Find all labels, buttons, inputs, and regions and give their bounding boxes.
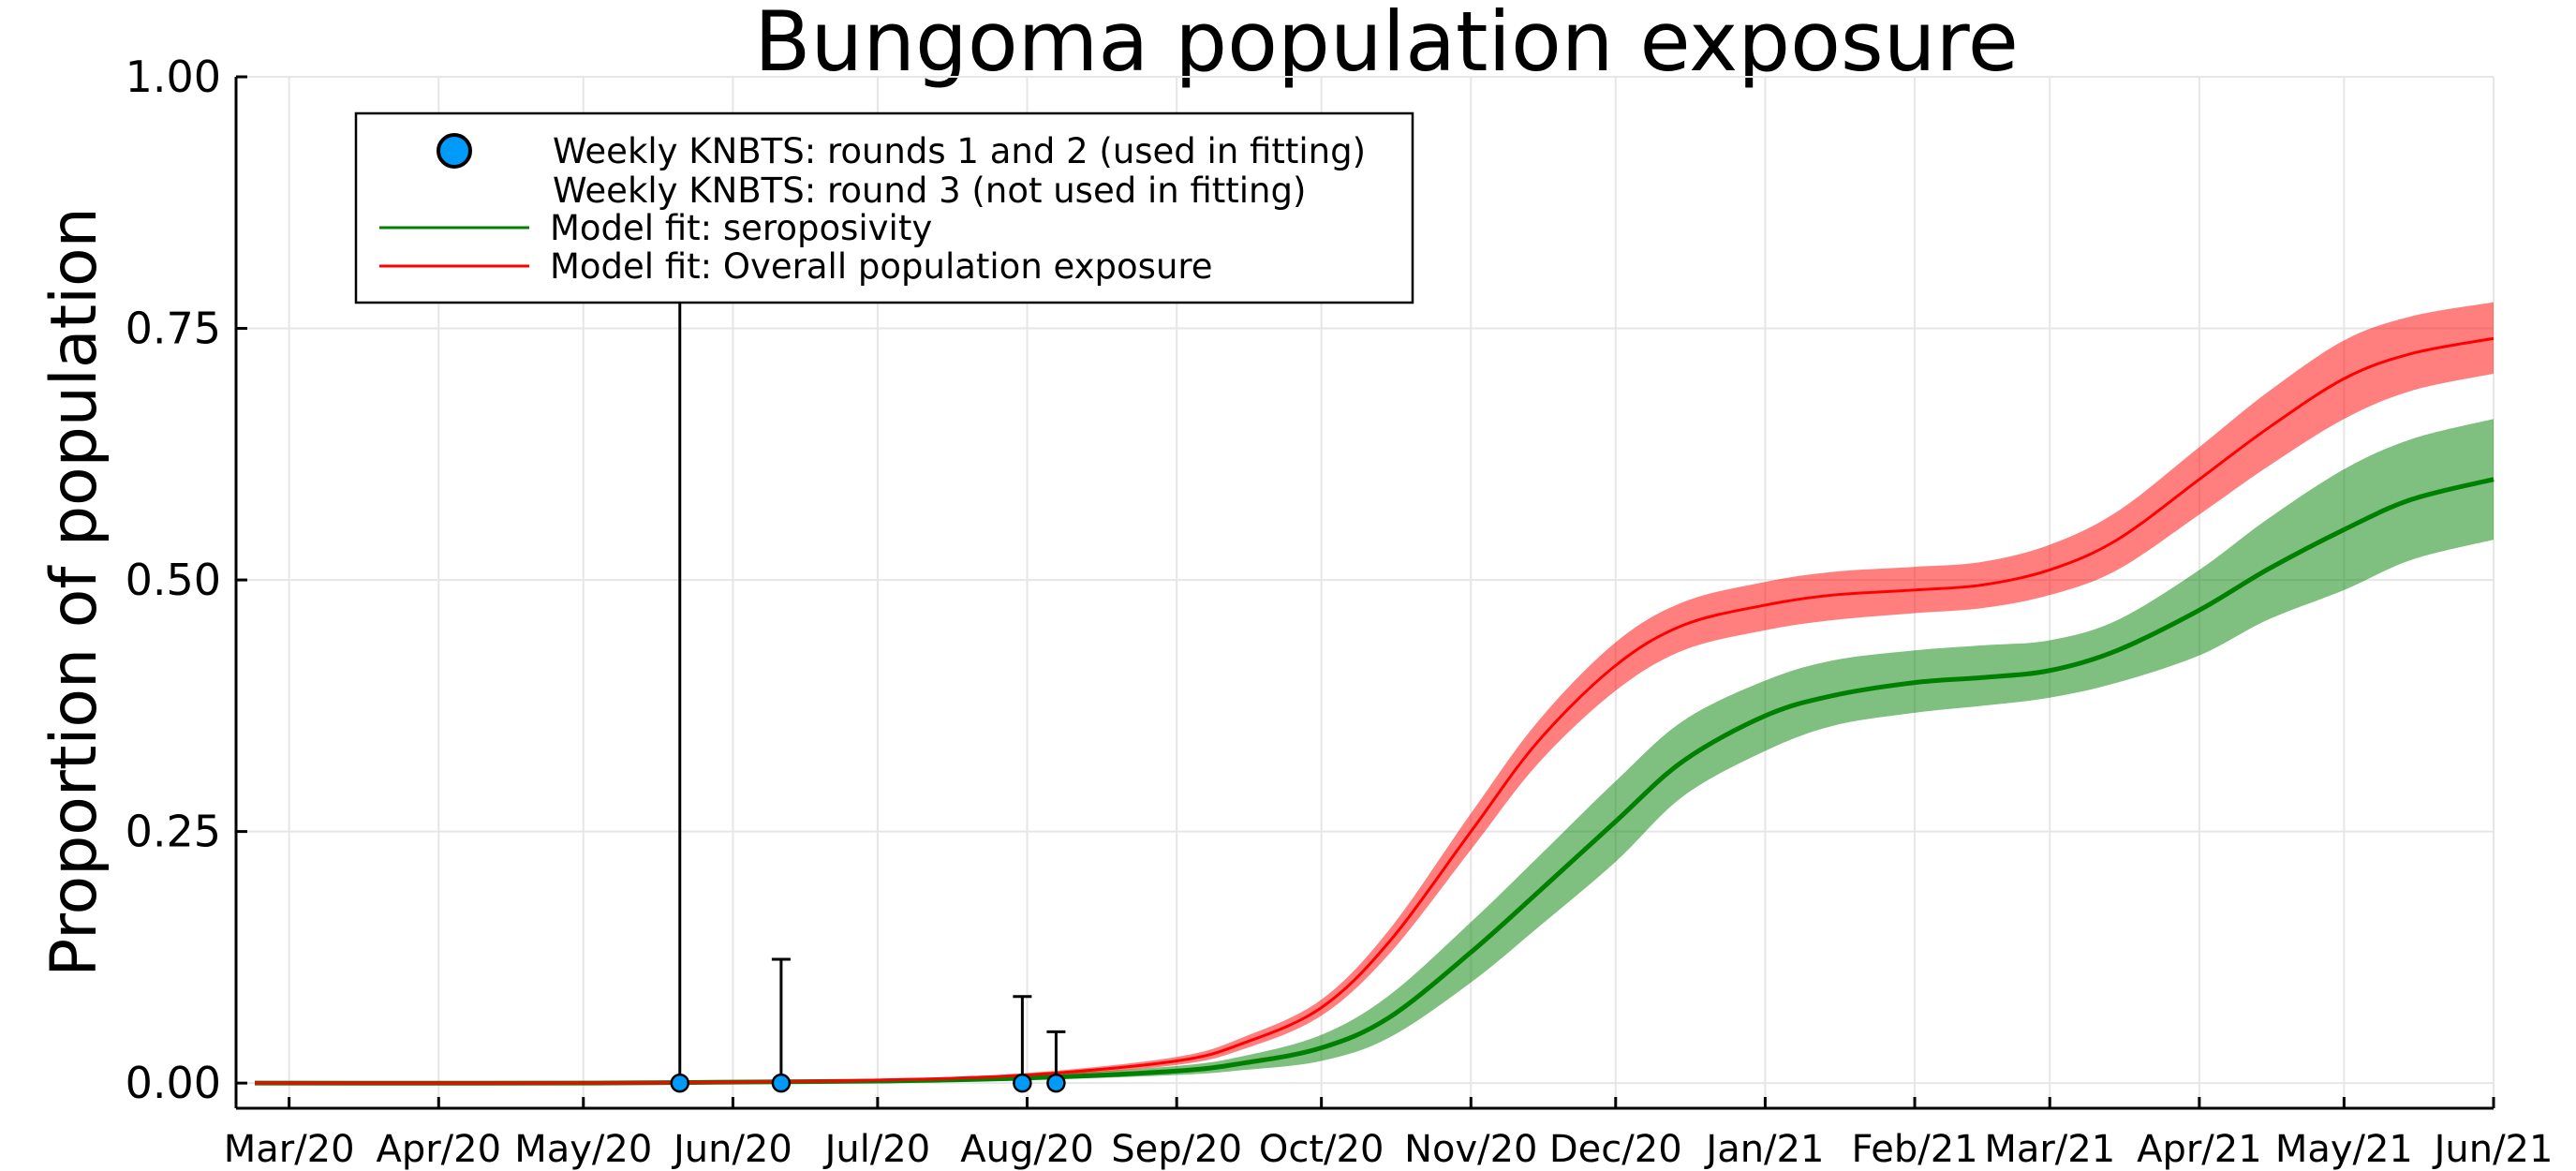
series-band <box>255 302 2494 1084</box>
x-tick-label: Aug/20 <box>960 1128 1093 1171</box>
legend-label: Weekly KNBTS: round 3 (not used in fitti… <box>553 170 1306 211</box>
legend-box <box>354 111 1414 304</box>
legend-label: Weekly KNBTS: rounds 1 and 2 (used in fi… <box>553 131 1366 171</box>
x-tick-label: Jun/20 <box>671 1128 792 1171</box>
x-tick-label: May/20 <box>514 1128 652 1171</box>
data-point <box>771 1073 792 1093</box>
series-line <box>254 336 2495 1085</box>
series-line <box>254 477 2495 1086</box>
y-tick-label: 0.00 <box>126 1058 221 1108</box>
y-tick-label: 0.25 <box>126 807 221 857</box>
legend-label: Model fit: seroposivity <box>550 208 932 248</box>
axes: Mar/20 Apr/20 May/20 Jun/20 Jul/20 Aug/20 Sep/… <box>126 52 2554 1171</box>
data-point <box>1013 1073 1032 1093</box>
x-tick-label: Apr/21 <box>2137 1128 2262 1171</box>
model-lines <box>254 336 2495 1086</box>
y-tick-label: 0.75 <box>126 304 221 354</box>
y-tick-label: 0.50 <box>126 555 221 605</box>
x-tick-label: Mar/20 <box>224 1128 355 1171</box>
data-point <box>670 1073 690 1093</box>
x-tick-label: Apr/20 <box>376 1128 501 1171</box>
data-point <box>1046 1073 1066 1093</box>
x-tick-label: Jan/21 <box>1703 1128 1824 1171</box>
x-tick-label: Jun/21 <box>2432 1128 2554 1171</box>
chart-title: Bungoma population exposure <box>754 0 2019 90</box>
y-tick-label: 1.00 <box>126 52 221 102</box>
legend-label: Model fit: Overall population exposure <box>550 246 1213 287</box>
confidence-bands <box>255 302 2494 1084</box>
x-tick-label: Mar/21 <box>1984 1128 2115 1171</box>
y-axis-label: Proportion of population <box>37 207 111 976</box>
x-tick-label: Feb/21 <box>1851 1128 1977 1171</box>
x-tick-label: Oct/20 <box>1259 1128 1384 1171</box>
x-tick-label: Dec/20 <box>1549 1128 1682 1171</box>
x-tick-label: May/21 <box>2275 1128 2413 1171</box>
legend-marker <box>437 133 472 169</box>
x-tick-label: Jul/20 <box>822 1128 931 1171</box>
x-tick-label: Sep/20 <box>1111 1128 1242 1171</box>
legend: Weekly KNBTS: rounds 1 and 2 (used in fi… <box>354 111 1414 304</box>
x-tick-label: Nov/20 <box>1404 1128 1537 1171</box>
